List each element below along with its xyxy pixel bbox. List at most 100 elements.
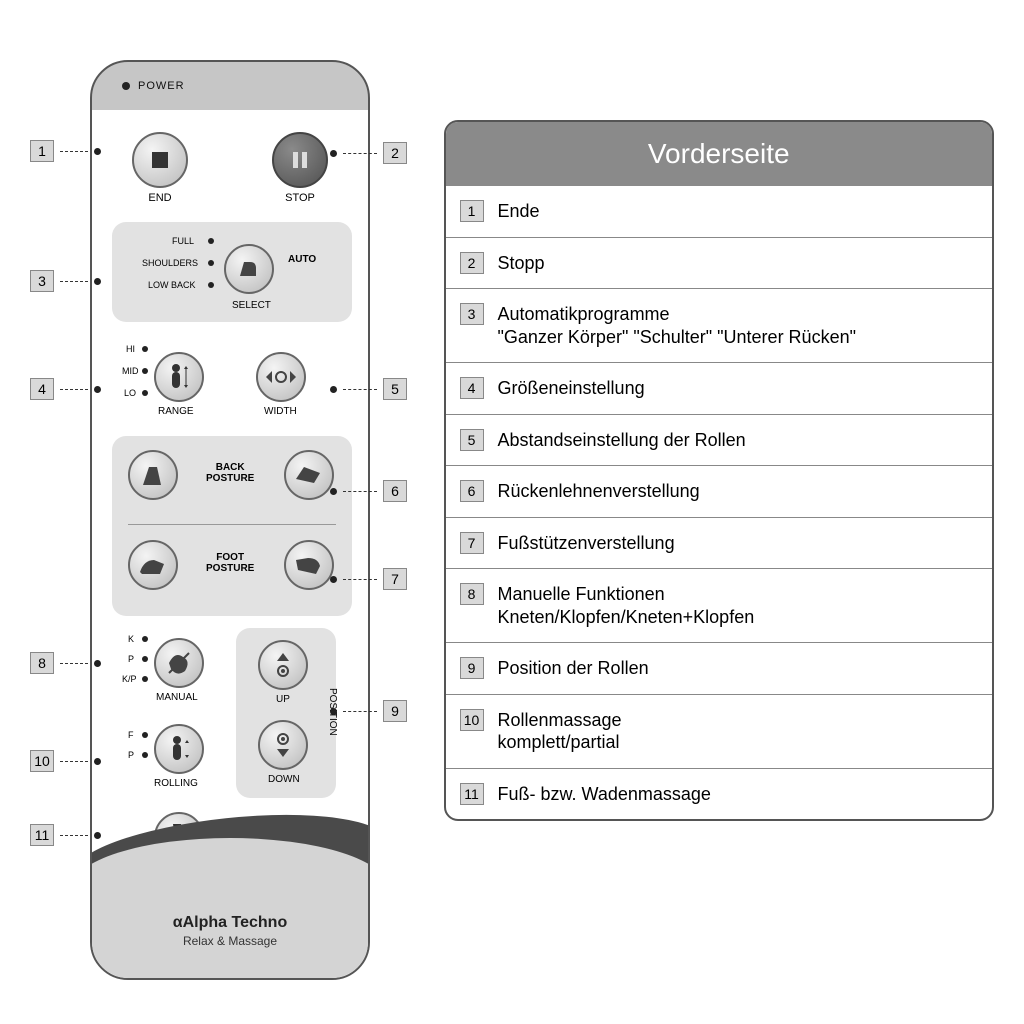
remote-diagram: POWER END STOP FULL SHOULDERS LOW BACK bbox=[30, 60, 404, 821]
seat-up-icon bbox=[139, 461, 167, 489]
seat-recline-icon bbox=[294, 463, 324, 487]
auto-title: AUTO bbox=[288, 254, 316, 265]
legend-row: 9 Position der Rollen bbox=[446, 642, 993, 694]
legend-text: Größeneinstellung bbox=[498, 377, 645, 400]
foot-posture-label: FOOT POSTURE bbox=[206, 552, 254, 574]
legend-row: 7 Fußstützenverstellung bbox=[446, 517, 993, 569]
legend-title: Vorderseite bbox=[446, 122, 993, 186]
leader-line bbox=[60, 389, 88, 390]
callout: 10 bbox=[30, 750, 101, 772]
rolling-icon bbox=[167, 734, 191, 764]
range-level-label: MID bbox=[122, 366, 139, 376]
up-icon bbox=[273, 651, 293, 679]
legend-number: 5 bbox=[460, 429, 484, 451]
position-down-label: DOWN bbox=[268, 774, 300, 785]
leader-line bbox=[343, 389, 377, 390]
callout: 5 bbox=[330, 378, 407, 400]
manual-level-label: K/P bbox=[122, 674, 137, 684]
legend-text: Abstandseinstellung der Rollen bbox=[498, 429, 746, 452]
legend-text: Position der Rollen bbox=[498, 657, 649, 680]
legend-row: 1Ende bbox=[446, 186, 993, 237]
auto-opt-label: SHOULDERS bbox=[142, 258, 198, 268]
legend-number: 4 bbox=[460, 377, 484, 399]
leader-dot-icon bbox=[330, 150, 337, 157]
legend-text: Rollenmassage komplett/partial bbox=[498, 709, 622, 754]
back-posture-down-button[interactable] bbox=[284, 450, 334, 500]
foot-posture-down-button[interactable] bbox=[284, 540, 334, 590]
rolling-button[interactable] bbox=[154, 724, 204, 774]
power-led-icon bbox=[122, 82, 130, 90]
width-label: WIDTH bbox=[264, 406, 297, 417]
footrest-up-icon bbox=[138, 554, 168, 576]
remote-body: POWER END STOP FULL SHOULDERS LOW BACK bbox=[90, 60, 370, 980]
back-posture-label: BACK POSTURE bbox=[206, 462, 254, 484]
callout: 1 bbox=[30, 140, 101, 162]
callout-number: 3 bbox=[30, 270, 54, 292]
led-icon bbox=[142, 656, 148, 662]
legend-row: 10Rollenmassage komplett/partial bbox=[446, 694, 993, 768]
rolling-level-label: P bbox=[128, 750, 134, 760]
legend-table: Vorderseite 1Ende2Stopp3Automatikprogram… bbox=[444, 120, 995, 821]
width-button[interactable] bbox=[256, 352, 306, 402]
callout-number: 2 bbox=[383, 142, 407, 164]
auto-select-label: SELECT bbox=[232, 300, 271, 311]
legend-number: 9 bbox=[460, 657, 484, 679]
manual-button[interactable] bbox=[154, 638, 204, 688]
legend-row: 6Rückenlehnenverstellung bbox=[446, 465, 993, 517]
manual-level-label: P bbox=[128, 654, 134, 664]
legend-number: 7 bbox=[460, 532, 484, 554]
position-up-button[interactable] bbox=[258, 640, 308, 690]
leader-line bbox=[60, 281, 88, 282]
range-button[interactable] bbox=[154, 352, 204, 402]
leader-line bbox=[60, 835, 88, 836]
legend-text: Stopp bbox=[498, 252, 545, 275]
legend-number: 11 bbox=[460, 783, 484, 805]
back-posture-up-button[interactable] bbox=[128, 450, 178, 500]
led-icon bbox=[142, 636, 148, 642]
callout-number: 6 bbox=[383, 480, 407, 502]
auto-panel: FULL SHOULDERS LOW BACK AUTO SELECT bbox=[112, 222, 352, 322]
chair-icon bbox=[234, 254, 264, 284]
manual-level-label: K bbox=[128, 634, 134, 644]
end-button[interactable] bbox=[132, 132, 188, 188]
power-indicator: POWER bbox=[92, 62, 368, 110]
power-label: POWER bbox=[138, 80, 185, 92]
callout: 8 bbox=[30, 652, 101, 674]
legend-row: 2 Stopp bbox=[446, 237, 993, 289]
callout: 7 bbox=[330, 568, 407, 590]
auto-opt-label: FULL bbox=[172, 236, 194, 246]
brand-tagline: Relax & Massage bbox=[92, 934, 368, 948]
stop-button[interactable] bbox=[272, 132, 328, 188]
leader-dot-icon bbox=[94, 386, 101, 393]
brand-area: αAlpha Techno Relax & Massage bbox=[92, 914, 368, 948]
leader-line bbox=[343, 491, 377, 492]
legend-text: Fußstützenverstellung bbox=[498, 532, 675, 555]
callout-number: 4 bbox=[30, 378, 54, 400]
legend-number: 2 bbox=[460, 252, 484, 274]
stop-button-label: STOP bbox=[260, 192, 340, 204]
callout-number: 7 bbox=[383, 568, 407, 590]
callout-number: 9 bbox=[383, 700, 407, 722]
callout: 11 bbox=[30, 824, 101, 846]
led-icon bbox=[208, 238, 214, 244]
led-icon bbox=[142, 368, 148, 374]
led-icon bbox=[208, 260, 214, 266]
footrest-down-icon bbox=[294, 554, 324, 576]
callout: 2 bbox=[330, 142, 407, 164]
foot-posture-up-button[interactable] bbox=[128, 540, 178, 590]
callout: 4 bbox=[30, 378, 101, 400]
position-up-label: UP bbox=[276, 694, 290, 705]
body-height-icon bbox=[166, 362, 192, 392]
leader-dot-icon bbox=[94, 660, 101, 667]
callout-number: 1 bbox=[30, 140, 54, 162]
leader-dot-icon bbox=[330, 708, 337, 715]
auto-select-button[interactable] bbox=[224, 244, 274, 294]
leader-line bbox=[343, 579, 377, 580]
position-panel: UP DOWN POSITION bbox=[236, 628, 336, 798]
width-icon bbox=[264, 367, 298, 387]
position-down-button[interactable] bbox=[258, 720, 308, 770]
led-icon bbox=[142, 346, 148, 352]
down-icon bbox=[273, 731, 293, 759]
led-icon bbox=[142, 390, 148, 396]
callout: 3 bbox=[30, 270, 101, 292]
